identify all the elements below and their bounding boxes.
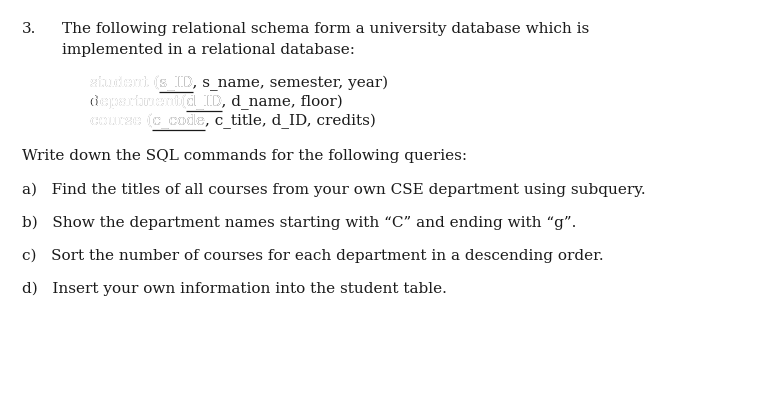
- Text: 3.: 3.: [22, 22, 37, 36]
- Text: student (s_ID: student (s_ID: [90, 75, 193, 91]
- Text: d)   Insert your own information into the student table.: d) Insert your own information into the …: [22, 281, 447, 296]
- Text: department(: department(: [90, 94, 186, 109]
- Text: The following relational schema form a university database which is: The following relational schema form a u…: [62, 22, 589, 36]
- Text: course (c_code, c_title, d_ID, credits): course (c_code, c_title, d_ID, credits): [90, 114, 376, 129]
- Text: Write down the SQL commands for the following queries:: Write down the SQL commands for the foll…: [22, 149, 467, 163]
- Text: department(d_ID: department(d_ID: [90, 94, 222, 110]
- Text: c)   Sort the number of courses for each department in a descending order.: c) Sort the number of courses for each d…: [22, 248, 604, 262]
- Text: department(d_ID, d_name, floor): department(d_ID, d_name, floor): [90, 94, 343, 110]
- Text: student (: student (: [90, 75, 160, 89]
- Text: b)   Show the department names starting with “C” and ending with “g”.: b) Show the department names starting wi…: [22, 215, 576, 229]
- Text: course (c_code: course (c_code: [90, 114, 205, 129]
- Text: student (s_ID, s_name, semester, year): student (s_ID, s_name, semester, year): [90, 75, 388, 91]
- Text: a)   Find the titles of all courses from your own CSE department using subquery.: a) Find the titles of all courses from y…: [22, 182, 646, 197]
- Text: implemented in a relational database:: implemented in a relational database:: [62, 43, 355, 57]
- Text: course (: course (: [90, 114, 153, 128]
